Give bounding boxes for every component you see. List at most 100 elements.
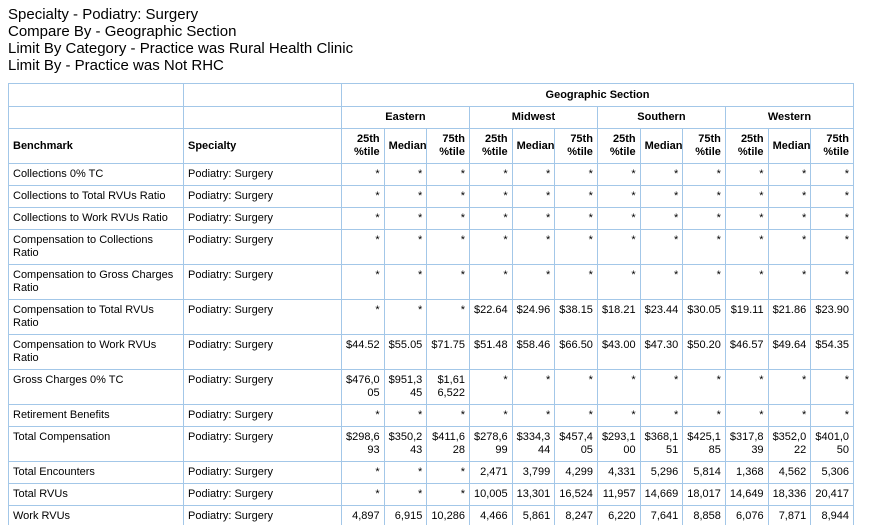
value-cell: 8,858 — [682, 505, 726, 525]
table-row: Compensation to Work RVUs Ratio Podiatry:… — [8, 334, 854, 370]
value-cell: $425,185 — [682, 426, 726, 462]
table-row: Work RVUs Podiatry: Surgery 4,897 6,915 10,2… — [8, 505, 854, 525]
specialty-cell: Podiatry: Surgery — [183, 505, 342, 525]
value-cell: * — [383, 461, 428, 484]
specialty-cell: Podiatry: Surgery — [183, 299, 342, 335]
specialty-cell: Podiatry: Surgery — [183, 264, 342, 300]
value-cell: $23.90 — [810, 299, 854, 335]
value-cell: * — [767, 264, 812, 300]
value-cell: 2,471 — [468, 461, 513, 484]
value-cell: * — [426, 185, 470, 208]
value-cell: * — [426, 483, 470, 506]
benchmark-name-cell: Total Encounters — [8, 461, 184, 484]
value-cell: * — [341, 185, 385, 208]
value-cell: * — [468, 229, 513, 265]
value-cell: * — [426, 264, 470, 300]
value-cell: * — [724, 185, 769, 208]
percentile-column-header: 25th %tile — [341, 128, 385, 164]
value-cell: * — [511, 404, 556, 427]
value-cell: $350,243 — [383, 426, 428, 462]
value-cell: * — [383, 483, 428, 506]
specialty-cell: Podiatry: Surgery — [183, 369, 342, 405]
table-row: Total Encounters Podiatry: Surgery * * * 2,47… — [8, 461, 854, 484]
benchmark-name-cell: Compensation to Total RVUs Ratio — [8, 299, 184, 335]
value-cell: 5,296 — [639, 461, 684, 484]
benchmark-name-cell: Work RVUs — [8, 505, 184, 525]
specialty-cell: Podiatry: Surgery — [183, 163, 342, 186]
value-cell: * — [426, 207, 470, 230]
benchmark-name-cell: Collections 0% TC — [8, 163, 184, 186]
value-cell: * — [383, 404, 428, 427]
empty-header-cell — [8, 106, 184, 129]
benchmark-name-cell: Collections to Total RVUs Ratio — [8, 185, 184, 208]
table-row: Collections 0% TC Podiatry: Surgery * * * * * *… — [8, 163, 854, 186]
specialty-cell: Podiatry: Surgery — [183, 461, 342, 484]
value-cell: 4,466 — [468, 505, 513, 525]
value-cell: $476,005 — [341, 369, 385, 405]
value-cell: * — [724, 264, 769, 300]
value-cell: * — [426, 299, 470, 335]
value-cell: $47.30 — [639, 334, 684, 370]
value-cell: * — [341, 207, 385, 230]
value-cell: * — [554, 207, 598, 230]
region-header-western: Western — [724, 106, 855, 129]
value-cell: * — [511, 163, 556, 186]
empty-header-cell — [183, 83, 342, 107]
value-cell: $22.64 — [468, 299, 513, 335]
benchmark-name-cell: Gross Charges 0% TC — [8, 369, 184, 405]
value-cell: * — [639, 404, 684, 427]
criteria-specialty: Specialty - Podiatry: Surgery — [8, 6, 199, 23]
group-header-row: Geographic Section — [8, 83, 854, 107]
value-cell: * — [511, 207, 556, 230]
table-row: Total RVUs Podiatry: Surgery * * * 10,005 13,3… — [8, 483, 854, 506]
value-cell: * — [639, 264, 684, 300]
value-cell: * — [767, 207, 812, 230]
percentile-column-header: 75th %tile — [810, 128, 854, 164]
value-cell: * — [468, 264, 513, 300]
value-cell: $401,050 — [810, 426, 854, 462]
value-cell: $43.00 — [596, 334, 641, 370]
value-cell: * — [810, 163, 854, 186]
specialty-cell: Podiatry: Surgery — [183, 229, 342, 265]
value-cell: 13,301 — [511, 483, 556, 506]
value-cell: * — [596, 185, 641, 208]
value-cell: * — [810, 229, 854, 265]
value-cell: * — [724, 163, 769, 186]
value-cell: * — [554, 229, 598, 265]
value-cell: * — [639, 369, 684, 405]
criteria-compare-by: Compare By - Geographic Section — [8, 23, 237, 40]
value-cell: * — [511, 264, 556, 300]
value-cell: * — [468, 207, 513, 230]
percentile-column-header: Median — [767, 128, 812, 164]
benchmark-name-cell: Retirement Benefits — [8, 404, 184, 427]
value-cell: * — [810, 207, 854, 230]
value-cell: $278,699 — [468, 426, 513, 462]
region-header-midwest: Midwest — [468, 106, 598, 129]
benchmark-name-cell: Total RVUs — [8, 483, 184, 506]
benchmark-name-cell: Collections to Work RVUs Ratio — [8, 207, 184, 230]
value-cell: $317,839 — [724, 426, 769, 462]
value-cell: * — [383, 207, 428, 230]
value-cell: * — [341, 299, 385, 335]
value-cell: $457,405 — [554, 426, 598, 462]
table-row: Total Compensation Podiatry: Surgery $298,… — [8, 426, 854, 462]
value-cell: 7,641 — [639, 505, 684, 525]
value-cell: * — [383, 299, 428, 335]
value-cell: 4,299 — [554, 461, 598, 484]
value-cell: 20,417 — [810, 483, 854, 506]
value-cell: * — [596, 369, 641, 405]
value-cell: * — [554, 185, 598, 208]
table-row: Collections to Total RVUs Ratio Podiatry:… — [8, 185, 854, 208]
value-cell: 10,005 — [468, 483, 513, 506]
value-cell: * — [596, 404, 641, 427]
value-cell: $298,693 — [341, 426, 385, 462]
value-cell: * — [468, 369, 513, 405]
percentile-column-header: 75th %tile — [682, 128, 726, 164]
value-cell: 7,871 — [767, 505, 812, 525]
percentile-column-header: 25th %tile — [724, 128, 769, 164]
benchmark-name-cell: Compensation to Work RVUs Ratio — [8, 334, 184, 370]
value-cell: $58.46 — [511, 334, 556, 370]
table-row: Gross Charges 0% TC Podiatry: Surgery $476… — [8, 369, 854, 405]
percentile-column-header: 25th %tile — [596, 128, 641, 164]
value-cell: 14,669 — [639, 483, 684, 506]
